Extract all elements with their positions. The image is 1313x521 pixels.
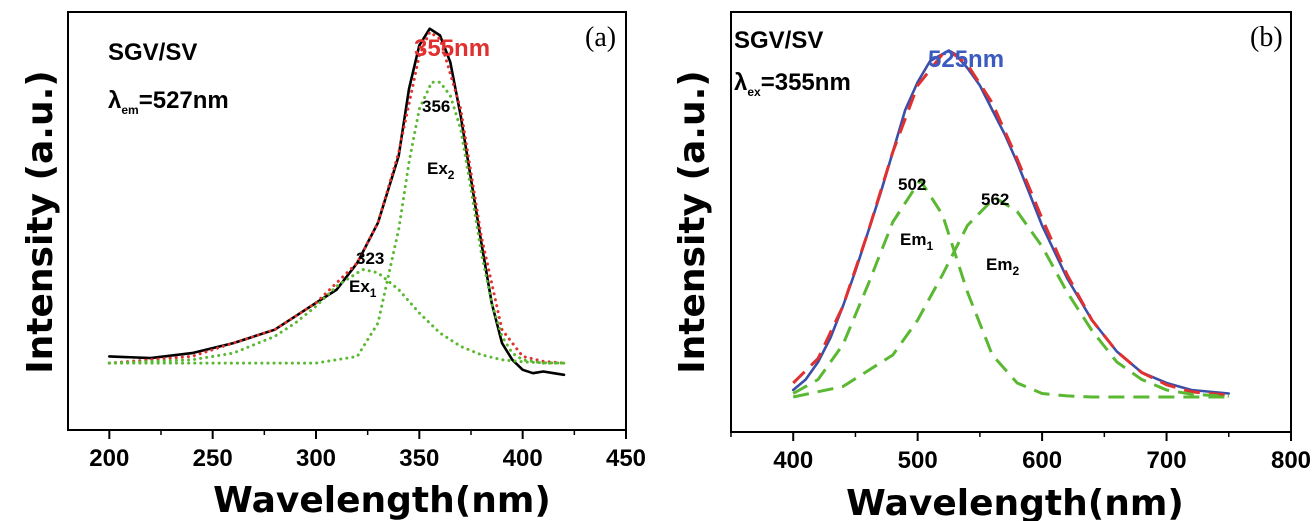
x-tick-label: 400	[503, 445, 543, 472]
y-axis-label-a: Intensity (a.u.)	[20, 70, 61, 373]
panel-a: 200 250 300 350 400 450 (a) SGV/SV λem=527nm …	[20, 11, 646, 521]
annotation-502: 502	[898, 175, 926, 194]
x-tick-label: 700	[1147, 447, 1187, 474]
annotation-em2-sub: 2	[1012, 264, 1019, 278]
series-line-4	[107, 80, 566, 365]
excitation-label-b: λex=355nm	[734, 69, 851, 99]
lambda-symbol-b: λ	[734, 69, 747, 96]
annotation-ex2-label: Ex	[427, 159, 448, 178]
series-line-1	[791, 49, 1231, 395]
sample-label-b: SGV/SV	[734, 27, 823, 54]
lambda-value-a: =527nm	[139, 87, 229, 114]
annotation-ex1: Ex1	[349, 277, 377, 300]
annotation-356: 356	[422, 97, 450, 116]
x-tick-label: 200	[89, 445, 129, 472]
x-axis-label-b: Wavelength(nm)	[846, 483, 1184, 521]
annotation-em1: Em1	[900, 230, 933, 253]
annotation-ex1-label: Ex	[349, 277, 370, 296]
lambda-sub-b: ex	[747, 85, 761, 99]
x-tick-label: 450	[606, 445, 646, 472]
series-group-a	[107, 27, 566, 377]
x-tick-label: 300	[296, 445, 336, 472]
annotation-em2-label: Em	[986, 255, 1012, 274]
x-tick-label: 400	[773, 447, 813, 474]
annotation-em2: Em2	[986, 255, 1019, 278]
annotation-em1-label: Em	[900, 230, 926, 249]
excitation-label-a: λem=527nm	[108, 87, 229, 117]
x-tick-label: 600	[1022, 447, 1062, 474]
series-line-1	[108, 27, 566, 377]
peak-label-a: 355nm	[414, 35, 490, 62]
lambda-symbol-a: λ	[108, 87, 121, 114]
series-line-3	[792, 178, 1229, 399]
x-axis-b: 400 500 600 700 800	[730, 432, 1311, 474]
plot-frame-a	[67, 11, 627, 431]
annotation-562: 562	[981, 190, 1009, 209]
x-tick-label: 500	[898, 447, 938, 474]
peak-label-b: 525nm	[928, 46, 1004, 73]
plot-frame-b	[730, 11, 1292, 433]
annotation-323: 323	[356, 249, 384, 268]
lambda-sub-a: em	[121, 103, 138, 117]
panel-label-b: (b)	[1250, 22, 1283, 53]
x-tick-label: 800	[1271, 447, 1311, 474]
y-axis-label-b: Intensity (a.u.)	[672, 70, 713, 373]
series-line-4	[792, 196, 1229, 399]
panel-label-a: (a)	[585, 22, 616, 53]
series-line-2	[792, 49, 1229, 397]
series-line-2	[107, 30, 566, 365]
lambda-value-b: =355nm	[761, 69, 851, 96]
panel-b: 400 500 600 700 800 (b) SGV/SV λex=355nm 525…	[672, 11, 1311, 521]
x-tick-label: 250	[193, 445, 233, 472]
series-group-b	[791, 49, 1231, 399]
annotation-ex2-sub: 2	[448, 168, 455, 182]
sample-label-a: SGV/SV	[108, 39, 197, 66]
annotation-ex2: Ex2	[427, 159, 455, 182]
series-line-3	[107, 268, 566, 365]
x-axis-a: 200 250 300 350 400 450	[89, 430, 646, 472]
annotation-em1-sub: 1	[926, 239, 933, 253]
x-axis-label-a: Wavelength(nm)	[213, 480, 551, 521]
x-tick-label: 350	[399, 445, 439, 472]
annotation-ex1-sub: 1	[370, 286, 377, 300]
